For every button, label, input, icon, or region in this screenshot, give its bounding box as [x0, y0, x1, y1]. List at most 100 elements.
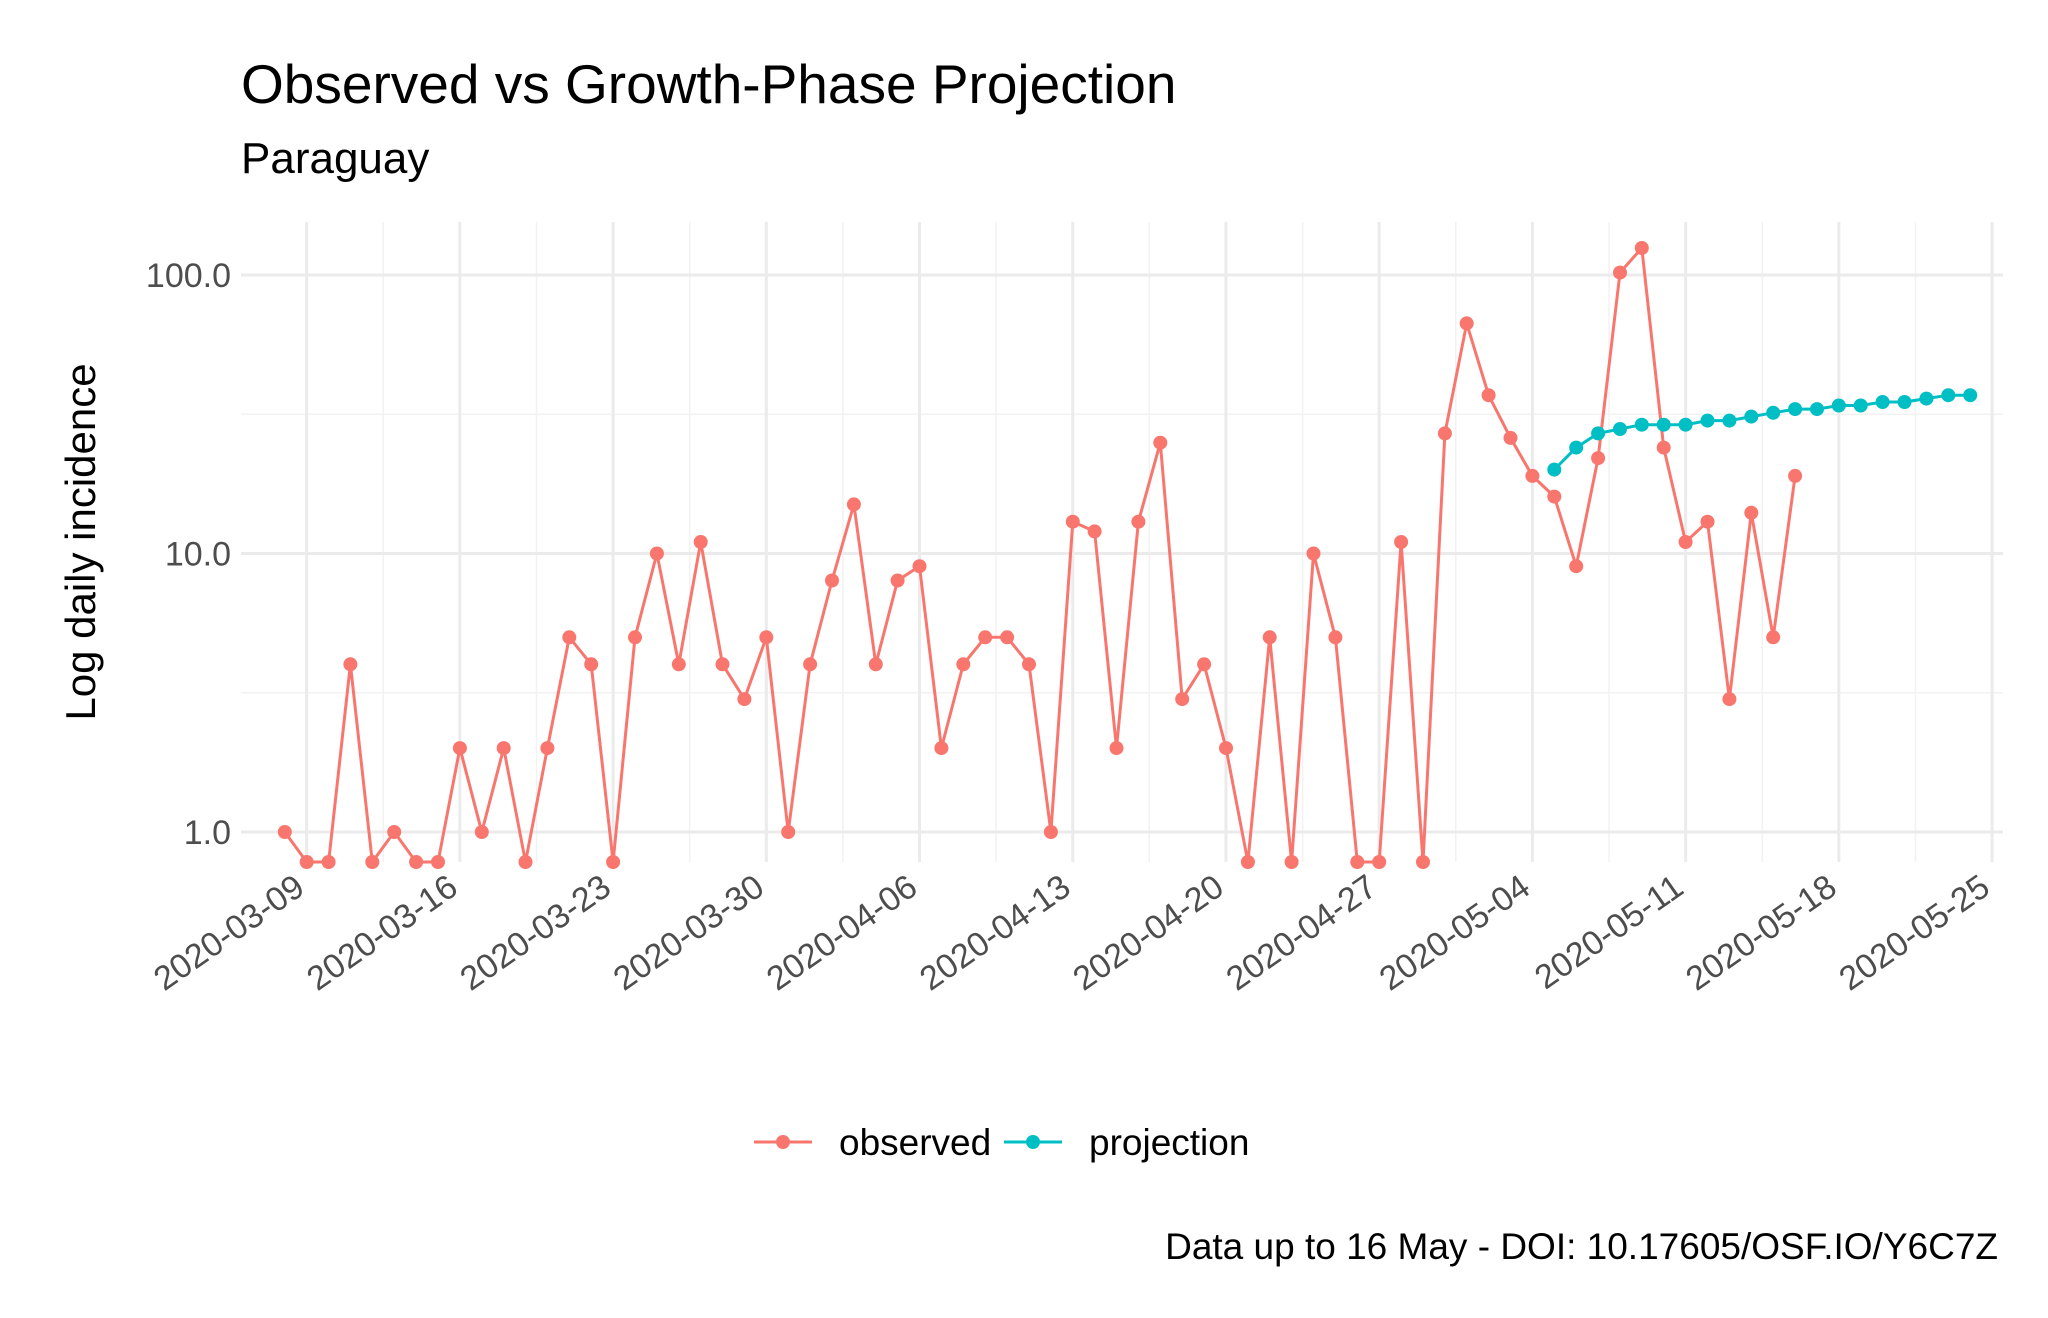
data-point-observed: [1350, 855, 1365, 869]
data-point-projection: [1919, 391, 1934, 406]
data-point-observed: [540, 741, 555, 756]
data-point-observed: [299, 855, 314, 869]
data-point-observed: [343, 657, 358, 672]
data-point-projection: [1634, 417, 1649, 432]
data-point-observed: [693, 535, 708, 549]
data-point-projection: [1656, 417, 1671, 432]
data-point-observed: [321, 855, 336, 869]
data-point-observed: [409, 855, 424, 869]
data-point-projection: [1875, 395, 1890, 409]
data-point-projection: [1744, 409, 1759, 424]
legend-marker-projection: [1026, 1135, 1040, 1149]
x-tick-label: 2020-03-16: [300, 867, 464, 998]
data-point-observed: [474, 825, 489, 839]
data-point-observed: [1372, 855, 1387, 869]
x-tick-label: 2020-05-11: [1528, 867, 1690, 996]
data-point-observed: [1722, 692, 1737, 707]
data-point-observed: [1503, 430, 1518, 445]
data-point-observed: [1437, 426, 1452, 441]
chart-subtitle: Paraguay: [241, 134, 430, 183]
data-point-observed: [825, 573, 839, 588]
data-point-projection: [1788, 402, 1803, 417]
data-point-observed: [1613, 265, 1627, 280]
data-point-observed: [1197, 657, 1212, 672]
y-tick-label: 1.0: [184, 814, 231, 852]
x-tick-label: 2020-03-23: [453, 867, 617, 998]
data-point-observed: [431, 855, 445, 869]
data-point-observed: [496, 741, 511, 756]
data-point-projection: [1678, 417, 1693, 432]
data-point-projection: [1766, 405, 1781, 420]
x-tick-label: 2020-04-06: [760, 867, 924, 998]
data-point-observed: [1700, 514, 1715, 529]
x-tick-label: 2020-03-30: [607, 867, 771, 998]
data-point-observed: [1065, 514, 1080, 529]
data-point-observed: [890, 573, 905, 588]
data-point-observed: [1240, 855, 1255, 869]
data-point-observed: [584, 657, 599, 672]
legend-label-observed: observed: [839, 1122, 991, 1163]
data-point-observed: [1744, 505, 1759, 520]
data-point-observed: [1175, 692, 1190, 707]
x-tick-label: 2020-05-25: [1832, 867, 1996, 998]
data-point-projection: [1613, 422, 1627, 436]
data-point-observed: [1525, 468, 1540, 483]
data-point-observed: [1569, 559, 1584, 574]
data-point-observed: [803, 657, 818, 672]
data-point-observed: [956, 657, 971, 672]
x-tick-label: 2020-04-13: [913, 867, 1077, 998]
data-point-observed: [518, 855, 533, 869]
data-point-projection: [1591, 426, 1606, 441]
data-point-projection: [1897, 395, 1912, 409]
data-point-observed: [1678, 535, 1693, 549]
data-point-observed: [1306, 546, 1321, 561]
data-point-observed: [1284, 855, 1299, 869]
data-point-observed: [649, 546, 664, 561]
data-point-observed: [846, 497, 861, 512]
data-point-observed: [1788, 468, 1803, 483]
data-point-observed: [1022, 657, 1036, 672]
data-point-projection: [1810, 402, 1824, 417]
data-point-observed: [452, 741, 467, 756]
data-point-observed: [1153, 435, 1168, 450]
data-point-observed: [1131, 514, 1146, 529]
data-point-observed: [1109, 741, 1124, 756]
data-point-projection: [1700, 413, 1715, 428]
data-point-observed: [1394, 535, 1409, 549]
data-point-observed: [1591, 451, 1606, 466]
data-point-observed: [1087, 524, 1102, 539]
data-point-observed: [628, 630, 642, 645]
x-tick-label: 2020-04-20: [1066, 867, 1230, 998]
data-point-projection: [1547, 462, 1562, 477]
data-point-observed: [978, 630, 993, 645]
legend-marker-observed: [776, 1135, 790, 1149]
chart-title: Observed vs Growth-Phase Projection: [241, 53, 1177, 115]
series-line-observed: [283, 244, 1797, 867]
data-point-observed: [934, 741, 949, 756]
data-point-projection: [1853, 398, 1868, 413]
data-point-observed: [1766, 630, 1781, 645]
data-point-observed: [277, 825, 292, 839]
data-point-projection: [1569, 440, 1584, 455]
legend-label-projection: projection: [1089, 1122, 1249, 1163]
data-point-observed: [912, 559, 927, 574]
data-point-observed: [1481, 388, 1496, 403]
x-tick-label: 2020-05-04: [1373, 867, 1537, 998]
y-axis-title: Log daily incidence: [57, 363, 104, 720]
data-point-projection: [1722, 413, 1737, 428]
data-point-observed: [1328, 630, 1343, 645]
x-tick-label: 2020-05-18: [1679, 867, 1843, 998]
data-point-observed: [606, 855, 621, 869]
data-point-observed: [759, 630, 774, 645]
data-point-observed: [1459, 316, 1474, 331]
data-point-observed: [1416, 855, 1430, 869]
data-point-observed: [1000, 630, 1015, 645]
data-point-observed: [1043, 825, 1058, 839]
data-point-observed: [562, 630, 577, 645]
x-tick-label: 2020-04-27: [1220, 867, 1384, 998]
y-tick-label: 10.0: [165, 535, 231, 573]
x-tick-label: 2020-03-09: [147, 867, 311, 998]
data-point-projection: [1941, 388, 1956, 403]
